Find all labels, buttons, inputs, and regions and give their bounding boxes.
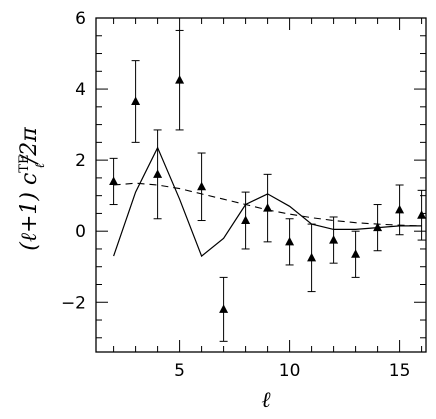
data-point bbox=[219, 276, 229, 342]
triangle-marker bbox=[395, 204, 405, 214]
data-point bbox=[241, 191, 251, 250]
data-point bbox=[131, 60, 141, 143]
data-point bbox=[329, 216, 339, 264]
data-point bbox=[285, 218, 295, 266]
triangle-marker bbox=[285, 236, 295, 246]
y-axis-label-pre: (ℓ+1) c bbox=[17, 173, 42, 251]
triangle-marker bbox=[373, 222, 383, 232]
data-point bbox=[373, 204, 383, 252]
triangle-marker bbox=[417, 210, 427, 219]
data-point bbox=[197, 152, 207, 222]
x-tick-labels: 5 10 15 bbox=[174, 361, 410, 381]
data-point bbox=[153, 129, 163, 220]
y-axis-label: (ℓ+1) cTEℓ/2π bbox=[17, 127, 48, 251]
y-axis-label-sup: TE bbox=[17, 155, 32, 173]
triangle-marker bbox=[219, 304, 229, 313]
triangle-marker bbox=[351, 249, 361, 258]
triangle-marker bbox=[175, 75, 185, 84]
y-tick-label: 0 bbox=[75, 222, 86, 242]
data-point bbox=[263, 173, 273, 243]
data-point bbox=[351, 230, 361, 278]
triangle-marker bbox=[131, 96, 141, 105]
y-tick-labels: −2 0 2 4 6 bbox=[61, 9, 86, 313]
y-tick-label: −2 bbox=[61, 293, 86, 313]
x-axis-label: ℓ bbox=[261, 388, 271, 413]
y-axis-label-post: /2π bbox=[17, 127, 42, 165]
data-points bbox=[109, 29, 427, 342]
data-point bbox=[395, 184, 405, 236]
axis-ticks bbox=[96, 17, 426, 352]
triangle-marker bbox=[241, 215, 251, 225]
data-point bbox=[307, 223, 317, 293]
x-tick-label: 15 bbox=[389, 361, 411, 381]
triangle-marker bbox=[329, 235, 339, 244]
y-tick-label: 2 bbox=[75, 151, 86, 171]
x-tick-label: 5 bbox=[174, 361, 185, 381]
y-axis-label-sub: ℓ bbox=[33, 163, 48, 169]
x-tick-label: 10 bbox=[279, 361, 301, 381]
plot-frame bbox=[95, 17, 427, 353]
triangle-marker bbox=[109, 176, 119, 185]
y-tick-label: 6 bbox=[75, 9, 86, 29]
triangle-marker bbox=[307, 252, 317, 262]
data-point bbox=[175, 29, 185, 131]
triangle-marker bbox=[197, 181, 207, 191]
triangle-marker bbox=[263, 203, 273, 212]
data-point bbox=[417, 189, 427, 241]
y-tick-label: 4 bbox=[75, 80, 86, 100]
data-point bbox=[109, 157, 119, 206]
triangle-marker bbox=[153, 169, 163, 178]
